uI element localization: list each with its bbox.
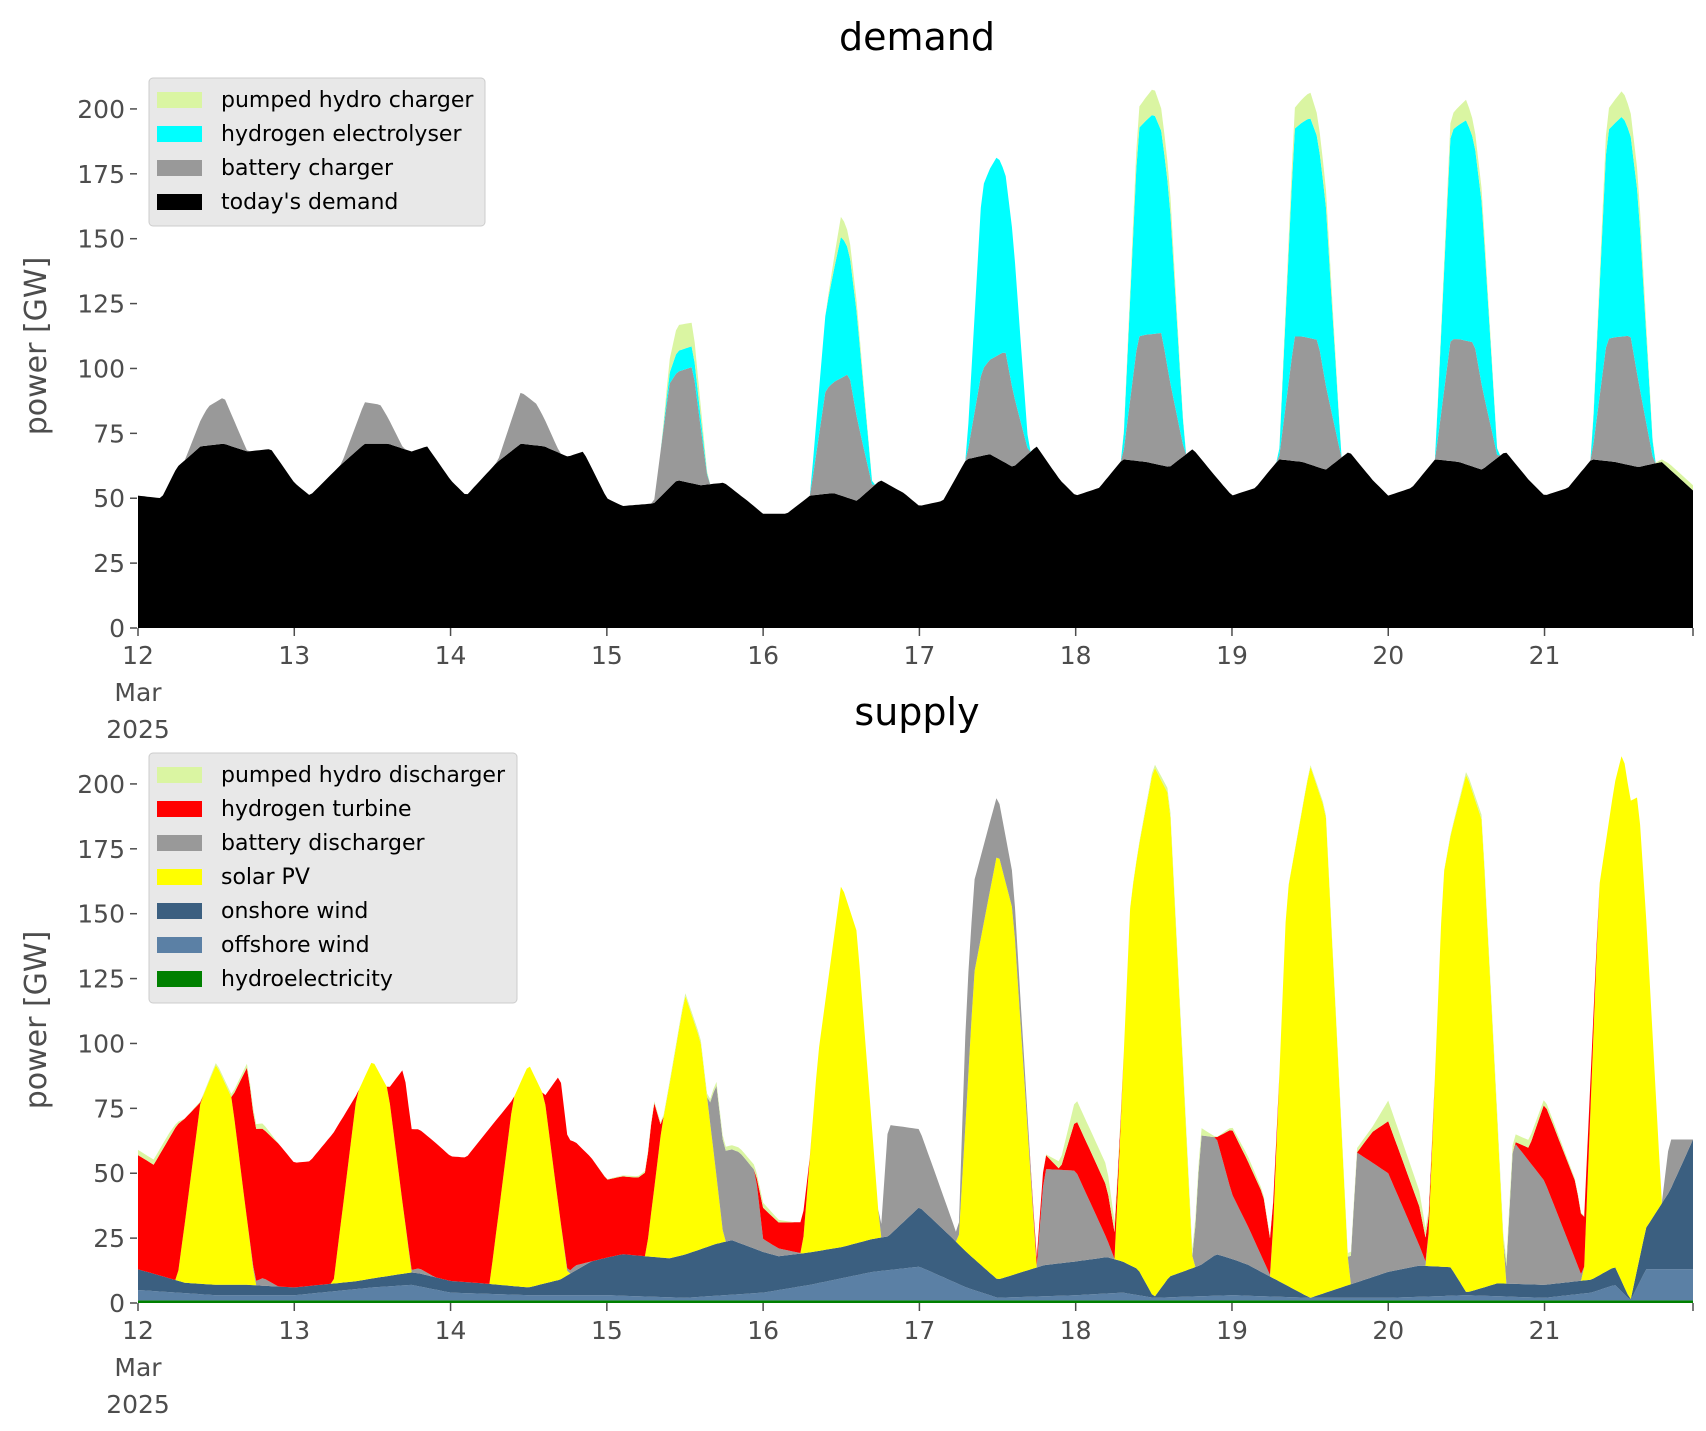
supply-ylabel: power [GW]: [19, 931, 54, 1110]
legend-label-pumped-hydro-charger: pumped hydro charger: [221, 88, 474, 113]
y-tick-label: 150: [77, 225, 125, 254]
y-tick-label: 25: [93, 549, 125, 578]
legend-label-battery-charger: battery charger: [221, 156, 394, 181]
legend-label-solar-pv: solar PV: [221, 865, 310, 890]
legend-label-battery-discharger: battery discharger: [221, 831, 426, 856]
y-tick-label: 0: [109, 614, 125, 643]
y-tick-label: 25: [93, 1224, 125, 1253]
legend: pumped hydro discharger hydrogen turbine b…: [148, 752, 518, 1004]
x-tick-label: 2025: [106, 715, 170, 744]
area-offshore-wind: [138, 1266, 1693, 1301]
y-tick-label: 200: [77, 95, 125, 124]
x-tick-label: 17: [904, 1316, 936, 1345]
x-tick-label: 16: [747, 1316, 779, 1345]
demand-title: demand: [839, 15, 995, 59]
supply-plot-area: [138, 756, 1693, 1303]
legend-swatch-offshore-wind: [157, 937, 202, 953]
area-hydroelectricity: [138, 1300, 1693, 1303]
legend-label-hydrogen-turbine: hydrogen turbine: [221, 797, 412, 822]
y-tick-label: 75: [93, 419, 125, 448]
x-tick-label: Mar: [114, 1353, 162, 1382]
y-tick-label: 200: [77, 770, 125, 799]
x-tick-label: 18: [1060, 641, 1092, 670]
legend-swatch-hydroelectricity: [157, 971, 202, 987]
x-tick-label: Mar: [114, 678, 162, 707]
area-today-s-demand: [138, 443, 1693, 628]
x-tick-label: 12: [122, 641, 154, 670]
area-hydrogen-electrolyser: [138, 115, 1693, 514]
x-tick-label: 18: [1060, 1316, 1092, 1345]
y-tick-label: 125: [77, 965, 125, 994]
legend-swatch-battery-discharger: [157, 835, 202, 851]
legend-swatch-solar-pv: [157, 869, 202, 885]
x-tick-label: 19: [1216, 641, 1248, 670]
legend-swatch-pumped-hydro-charger: [157, 92, 202, 108]
y-tick-label: 125: [77, 290, 125, 319]
y-tick-label: 50: [93, 484, 125, 513]
x-tick-label: 21: [1529, 641, 1561, 670]
x-tick-label: 14: [435, 641, 467, 670]
x-tick-label: 2025: [106, 1390, 170, 1419]
legend-label-today-s-demand: today's demand: [221, 190, 398, 215]
x-tick-label: 19: [1216, 1316, 1248, 1345]
x-tick-label: 21: [1529, 1316, 1561, 1345]
y-tick-label: 50: [93, 1159, 125, 1188]
supply-panel: supply power [GW] 0 25 50 75 100 125 150 175 200…: [19, 690, 1694, 1419]
legend-swatch-battery-charger: [157, 160, 202, 176]
legend: pumped hydro charger hydrogen electrolyse…: [148, 77, 486, 227]
x-tick-label: 20: [1372, 641, 1404, 670]
legend-label-pumped-hydro-discharger: pumped hydro discharger: [221, 763, 506, 788]
demand-panel: demand power [GW] 0 25 50 75 100 125 150 175 200…: [19, 15, 1694, 744]
legend-label-hydrogen-electrolyser: hydrogen electrolyser: [221, 122, 462, 147]
y-tick-label: 100: [77, 354, 125, 383]
area-solar-pv: [138, 756, 1693, 1299]
y-tick-label: 175: [77, 160, 125, 189]
area-onshore-wind: [138, 1139, 1693, 1300]
y-tick-label: 150: [77, 900, 125, 929]
legend-box: [148, 752, 518, 1004]
y-tick-label: 75: [93, 1094, 125, 1123]
legend-swatch-pumped-hydro-discharger: [157, 767, 202, 783]
legend-swatch-hydrogen-turbine: [157, 801, 202, 817]
area-hydrogen-turbine: [138, 756, 1693, 1288]
x-tick-label: 16: [747, 641, 779, 670]
x-tick-label: 17: [904, 641, 936, 670]
x-tick-label: 20: [1372, 1316, 1404, 1345]
y-tick-label: 100: [77, 1029, 125, 1058]
demand-plot-area: [138, 89, 1693, 628]
legend-swatch-hydrogen-electrolyser: [157, 126, 202, 142]
y-tick-label: 0: [109, 1289, 125, 1318]
legend-swatch-onshore-wind: [157, 903, 202, 919]
x-tick-label: 15: [591, 1316, 623, 1345]
x-tick-label: 13: [278, 1316, 310, 1345]
legend-label-onshore-wind: onshore wind: [221, 899, 368, 924]
legend-swatch-today-s-demand: [157, 194, 202, 210]
area-battery-discharger: [138, 756, 1693, 1288]
x-tick-label: 14: [435, 1316, 467, 1345]
area-battery-charger: [138, 333, 1693, 514]
legend-label-hydroelectricity: hydroelectricity: [221, 967, 393, 992]
supply-title: supply: [854, 690, 979, 734]
legend-label-offshore-wind: offshore wind: [221, 933, 370, 958]
demand-ylabel: power [GW]: [19, 257, 54, 436]
x-tick-label: 15: [591, 641, 623, 670]
x-tick-label: 13: [278, 641, 310, 670]
y-tick-label: 175: [77, 835, 125, 864]
x-tick-label: 12: [122, 1316, 154, 1345]
legend-box: [148, 77, 486, 227]
